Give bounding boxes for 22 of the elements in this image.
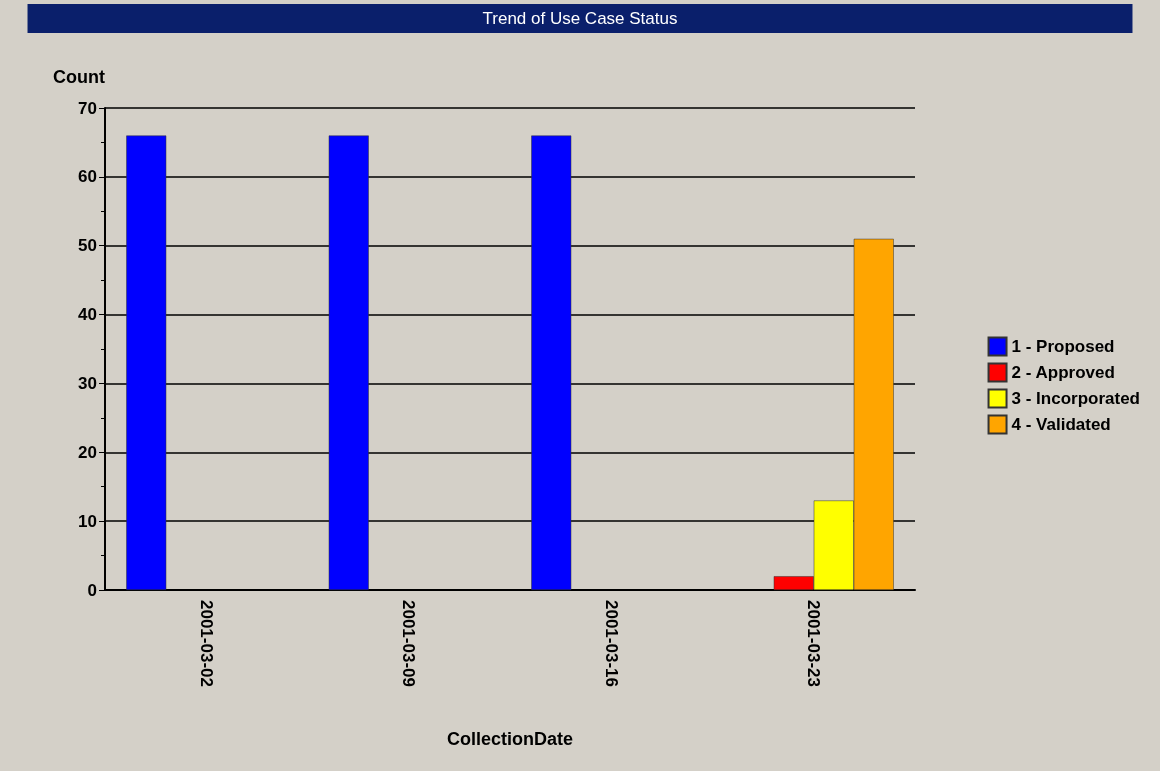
y-axis-title: Count <box>53 67 105 87</box>
y-tick-label: 70 <box>78 98 97 118</box>
y-tick-label: 50 <box>78 236 97 256</box>
y-tick-label: 0 <box>87 580 97 600</box>
bar <box>126 135 167 590</box>
bar <box>328 135 369 590</box>
y-tick-label: 20 <box>78 442 97 462</box>
x-axis-title: CollectionDate <box>446 729 574 749</box>
bar <box>531 135 572 590</box>
chart-title: Trend of Use Case Status <box>482 9 678 28</box>
x-tick-label: 2001-03-02 <box>196 600 216 687</box>
y-tick-label: 10 <box>78 511 97 531</box>
legend-label: 4 - Validated <box>1011 415 1111 434</box>
legend-label: 2 - Approved <box>1011 363 1115 382</box>
y-tick-label: 40 <box>78 305 97 325</box>
x-tick-label: 2001-03-23 <box>804 600 824 687</box>
y-tick-label: 60 <box>78 167 97 187</box>
x-tick-label: 2001-03-09 <box>399 600 419 687</box>
legend-label: 1 - Proposed <box>1011 337 1115 356</box>
legend-label: 3 - Incorporated <box>1011 389 1141 408</box>
x-tick-label: 2001-03-16 <box>601 600 621 687</box>
y-tick-label: 30 <box>78 373 97 393</box>
